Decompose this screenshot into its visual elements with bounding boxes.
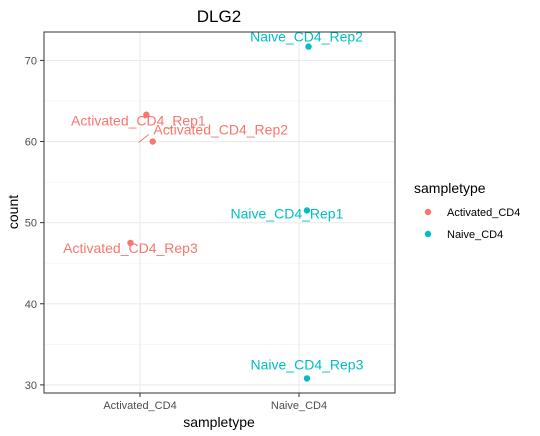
y-axis-label: count bbox=[5, 195, 21, 229]
y-tick-label: 50 bbox=[25, 218, 37, 230]
major-gridlines bbox=[44, 32, 395, 393]
point-label: Activated_CD4_Rep1 bbox=[71, 113, 206, 129]
y-tick-label: 70 bbox=[25, 55, 37, 67]
data-point bbox=[127, 239, 134, 247]
label-connectors bbox=[138, 134, 150, 143]
legend-entries: Activated_CD4 Naive_CD4 bbox=[424, 207, 520, 241]
data-points bbox=[127, 43, 312, 382]
legend: sampletype Activated_CD4 Naive_CD4 bbox=[414, 180, 520, 241]
point-label: Naive_CD4_Rep1 bbox=[231, 205, 344, 221]
data-point bbox=[305, 43, 312, 50]
x-axis: Activated_CD4 Naive_CD4 bbox=[103, 393, 327, 412]
minor-gridlines bbox=[44, 100, 395, 345]
y-tick-label: 60 bbox=[25, 137, 37, 149]
legend-key bbox=[424, 230, 432, 238]
panel-background bbox=[44, 32, 395, 393]
chart-title: DLG2 bbox=[197, 7, 241, 26]
x-tick-label: Activated_CD4 bbox=[103, 400, 176, 412]
legend-title: sampletype bbox=[414, 180, 486, 196]
y-tick-label: 30 bbox=[25, 380, 37, 392]
legend-key bbox=[424, 208, 432, 216]
point-label: Naive_CD4_Rep3 bbox=[251, 356, 364, 372]
label-connector bbox=[138, 134, 150, 143]
x-axis-label: sampletype bbox=[183, 414, 255, 430]
x-tick-label: Naive_CD4 bbox=[271, 400, 327, 412]
data-point bbox=[303, 207, 311, 214]
y-tick-label: 40 bbox=[25, 299, 37, 311]
point-label: Naive_CD4_Rep2 bbox=[250, 29, 363, 45]
legend-label: Naive_CD4 bbox=[447, 229, 503, 241]
y-axis: 30 40 50 60 70 bbox=[25, 55, 44, 392]
point-label: Activated_CD4_Rep2 bbox=[153, 122, 288, 138]
legend-label: Activated_CD4 bbox=[447, 207, 520, 219]
data-point bbox=[149, 138, 156, 145]
data-point bbox=[303, 375, 311, 382]
data-point bbox=[143, 111, 150, 118]
point-label: Activated_CD4_Rep3 bbox=[63, 240, 198, 256]
panel-border bbox=[43, 31, 396, 394]
